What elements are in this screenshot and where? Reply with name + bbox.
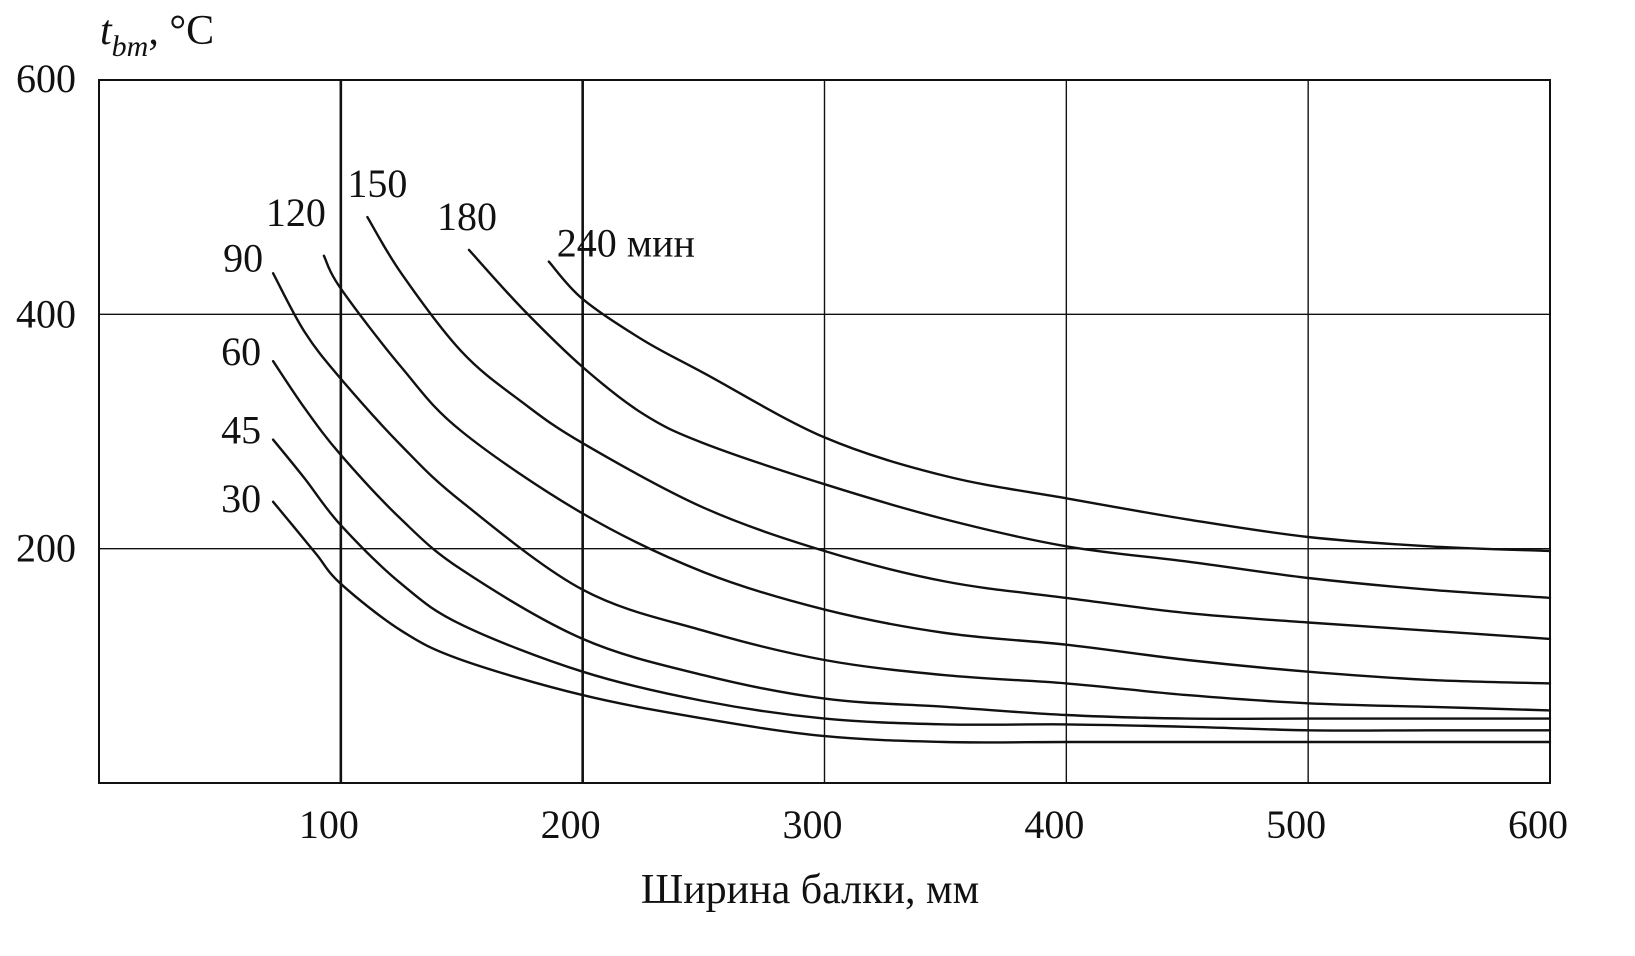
series-line-30 — [271, 500, 1552, 744]
series-label-45: 45 — [221, 408, 261, 453]
x-axis-title: Ширина балки, мм — [641, 867, 979, 913]
plot-frame — [98, 79, 1551, 784]
series-label-90: 90 — [223, 235, 263, 280]
series-label-180: 180 — [437, 194, 497, 239]
series-line-45 — [271, 438, 1552, 732]
series-label-150: 150 — [347, 161, 407, 206]
series-label-60: 60 — [221, 329, 261, 374]
series-line-60 — [271, 360, 1552, 721]
x-tick-label: 200 — [541, 802, 601, 847]
x-tick-label: 600 — [1508, 802, 1568, 847]
x-tick-label: 100 — [299, 802, 359, 847]
series-label-240: 240 мин — [557, 221, 695, 266]
series-line-180 — [467, 248, 1552, 600]
x-tick-label: 500 — [1266, 802, 1326, 847]
series-line-120 — [322, 254, 1552, 685]
series-label-30: 30 — [221, 476, 261, 521]
y-tick-label: 600 — [16, 56, 76, 101]
series-line-150 — [366, 215, 1552, 641]
series-lines — [271, 215, 1552, 744]
y-tick-label: 200 — [16, 526, 76, 571]
series-line-90 — [271, 272, 1552, 712]
series-label-120: 120 — [266, 190, 326, 235]
y-axis-title: tbm, °C — [100, 8, 214, 63]
x-tick-label: 300 — [783, 802, 843, 847]
y-tick-label: 400 — [16, 291, 76, 336]
tick-labels: 100 200 300 400 500 600 200 400 600 — [16, 56, 1568, 847]
x-tick-label: 400 — [1024, 802, 1084, 847]
grid — [99, 79, 1551, 783]
series-line-240 — [547, 260, 1552, 553]
